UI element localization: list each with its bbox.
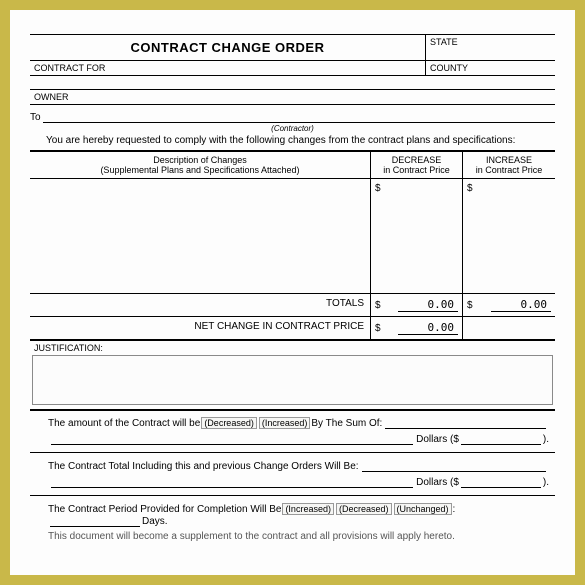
contract-total-field[interactable] xyxy=(362,460,546,472)
to-label: To xyxy=(30,112,43,123)
th-dec-2: in Contract Price xyxy=(373,165,460,175)
row-contract-county: CONTRACT FOR COUNTY xyxy=(30,60,555,75)
to-line: To xyxy=(30,111,555,123)
dollars-line-2: Dollars ($ ). xyxy=(30,474,555,492)
totals-dec-dollar: $ xyxy=(375,300,381,311)
to-underline xyxy=(43,111,555,123)
contract-total-text: The Contract Total Including this and pr… xyxy=(48,461,359,472)
dollar-sign-inc: $ xyxy=(467,183,473,194)
th-desc-1: Description of Changes xyxy=(32,155,368,165)
totals-increase: $ 0.00 xyxy=(463,294,555,316)
contract-total-line: The Contract Total Including this and pr… xyxy=(30,456,555,474)
th-inc-2: in Contract Price xyxy=(465,165,553,175)
period-unchanged-option[interactable]: (Unchanged) xyxy=(394,503,452,515)
period-increased-option[interactable]: (Increased) xyxy=(282,503,334,515)
tb-increase: $ xyxy=(463,179,555,293)
net-dec-value: 0.00 xyxy=(398,321,458,335)
state-label: STATE xyxy=(425,35,555,60)
table-header: Description of Changes (Supplemental Pla… xyxy=(30,152,555,179)
th-description: Description of Changes (Supplemental Pla… xyxy=(30,152,371,178)
contractor-label: (Contractor) xyxy=(30,124,555,133)
title-row: CONTRACT CHANGE ORDER STATE xyxy=(30,34,555,60)
th-desc-2: (Supplemental Plans and Specifications A… xyxy=(32,165,368,175)
days-label: Days. xyxy=(142,516,168,527)
final-text: This document will become a supplement t… xyxy=(30,529,555,544)
totals-decrease: $ 0.00 xyxy=(371,294,463,316)
decreased-option[interactable]: (Decreased) xyxy=(201,417,257,429)
th-decrease: DECREASE in Contract Price xyxy=(371,152,463,178)
sum-field[interactable] xyxy=(385,417,546,429)
contract-period-text: The Contract Period Provided for Complet… xyxy=(48,504,281,515)
th-dec-1: DECREASE xyxy=(373,155,460,165)
dollars-text-field-1[interactable] xyxy=(51,433,413,445)
totals-inc-value: 0.00 xyxy=(491,298,551,312)
net-decrease: $ 0.00 xyxy=(371,317,463,339)
net-change-label: NET CHANGE IN CONTRACT PRICE xyxy=(30,317,371,339)
close-paren-2: ). xyxy=(543,477,549,488)
divider-2 xyxy=(30,452,555,453)
contract-for-label: CONTRACT FOR xyxy=(30,61,425,75)
justification-box[interactable] xyxy=(32,355,553,405)
totals-dec-value: 0.00 xyxy=(398,298,458,312)
amount-text: The amount of the Contract will be xyxy=(48,418,200,429)
th-increase: INCREASE in Contract Price xyxy=(463,152,555,178)
request-text: You are hereby requested to comply with … xyxy=(30,133,555,152)
net-change-row: NET CHANGE IN CONTRACT PRICE $ 0.00 xyxy=(30,317,555,341)
net-dec-dollar: $ xyxy=(375,323,381,334)
divider-1 xyxy=(30,409,555,411)
form-title: CONTRACT CHANGE ORDER xyxy=(30,35,425,60)
dollars-text-field-2[interactable] xyxy=(51,476,413,488)
dollars-amount-field-2[interactable] xyxy=(461,476,541,488)
net-increase xyxy=(463,317,555,339)
form-page: CONTRACT CHANGE ORDER STATE CONTRACT FOR… xyxy=(10,10,575,575)
dollars-line-1: Dollars ($ ). xyxy=(30,431,555,449)
dollars-label-2: Dollars ($ xyxy=(416,477,459,488)
county-label: COUNTY xyxy=(425,61,555,75)
by-sum-text: By The Sum Of: xyxy=(311,418,382,429)
days-field[interactable] xyxy=(50,515,140,527)
totals-label: TOTALS xyxy=(30,294,371,316)
justification-label: JUSTIFICATION: xyxy=(30,341,555,355)
close-paren-1: ). xyxy=(543,434,549,445)
owner-label: OWNER xyxy=(30,89,555,105)
period-colon: : xyxy=(453,504,456,515)
divider-3 xyxy=(30,495,555,496)
table-body: $ $ xyxy=(30,179,555,294)
amount-line: The amount of the Contract will be (Decr… xyxy=(30,413,555,431)
dollar-sign-dec: $ xyxy=(375,183,381,194)
tb-decrease: $ xyxy=(371,179,463,293)
th-inc-1: INCREASE xyxy=(465,155,553,165)
contract-period-line: The Contract Period Provided for Complet… xyxy=(30,499,555,529)
increased-option[interactable]: (Increased) xyxy=(259,417,311,429)
dollars-amount-field-1[interactable] xyxy=(461,433,541,445)
tb-description xyxy=(30,179,371,293)
period-decreased-option[interactable]: (Decreased) xyxy=(336,503,392,515)
totals-row: TOTALS $ 0.00 $ 0.00 xyxy=(30,294,555,317)
spacer xyxy=(30,75,555,89)
totals-inc-dollar: $ xyxy=(467,300,473,311)
dollars-label-1: Dollars ($ xyxy=(416,434,459,445)
